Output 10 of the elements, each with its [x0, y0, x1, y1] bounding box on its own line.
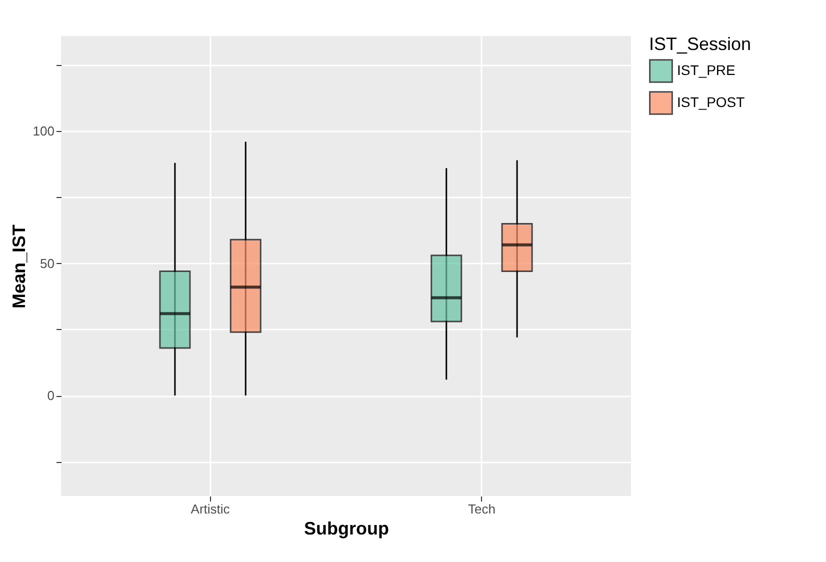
x-tick-label: Tech: [468, 502, 496, 516]
y-axis-title: Mean_IST: [8, 224, 29, 309]
y-tick-label: 50: [40, 256, 54, 271]
x-tick-label: Artistic: [190, 502, 230, 516]
x-axis-title: Subgroup: [304, 518, 389, 538]
legend-title: IST_Session: [649, 34, 752, 54]
y-tick-label: 0: [47, 388, 54, 404]
legend-label: IST_POST: [677, 94, 746, 110]
y-tick-label: 100: [32, 124, 54, 139]
legend-label: IST_PRE: [677, 62, 736, 78]
